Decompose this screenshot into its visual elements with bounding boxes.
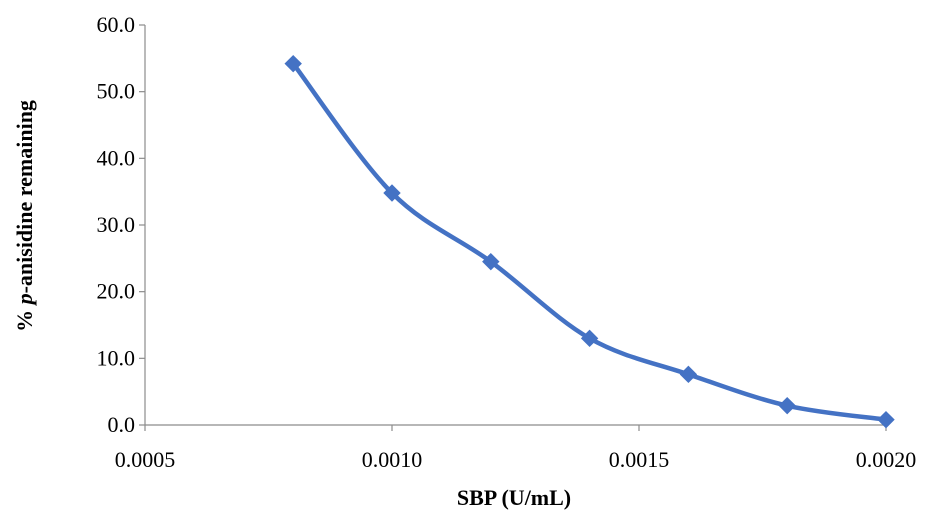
x-tick-label: 0.0005 (115, 447, 176, 472)
series-layer (284, 54, 895, 429)
x-tick-label: 0.0015 (609, 447, 670, 472)
y-axis-title-prefix: % (12, 304, 37, 332)
data-point-marker (778, 396, 796, 415)
data-point-marker (284, 54, 302, 73)
y-axis-title-italic: p (12, 293, 37, 306)
y-tick-label: 30.0 (97, 212, 136, 237)
data-point-marker (679, 365, 698, 384)
y-tick-label: 0.0 (108, 412, 136, 437)
x-tick-label: 0.0020 (856, 447, 917, 472)
y-axis: 0.0 10.0 20.0 30.0 40.0 50.0 60.0 (97, 12, 146, 437)
y-tick-label: 60.0 (97, 12, 136, 37)
data-point-marker (482, 252, 500, 271)
y-tick-label: 10.0 (97, 345, 136, 370)
data-point-marker (580, 329, 599, 348)
y-tick-label: 50.0 (97, 79, 136, 104)
y-tick-label: 20.0 (97, 279, 136, 304)
series-line (290, 61, 889, 422)
y-tick-label: 40.0 (97, 145, 136, 170)
y-axis-title: % p-anisidine remaining (12, 100, 37, 332)
y-axis-title-suffix: -anisidine remaining (12, 100, 37, 293)
x-axis-title: SBP (U/mL) (457, 485, 571, 510)
y-tick-group: 0.0 10.0 20.0 30.0 40.0 50.0 60.0 (97, 12, 145, 437)
x-axis: 0.0005 0.0010 0.0015 0.0020 (115, 424, 917, 472)
x-tick-group: 0.0005 0.0010 0.0015 0.0020 (115, 425, 917, 472)
x-tick-label: 0.0010 (362, 447, 423, 472)
data-point-marker (877, 410, 895, 429)
data-point-marker (383, 184, 401, 202)
